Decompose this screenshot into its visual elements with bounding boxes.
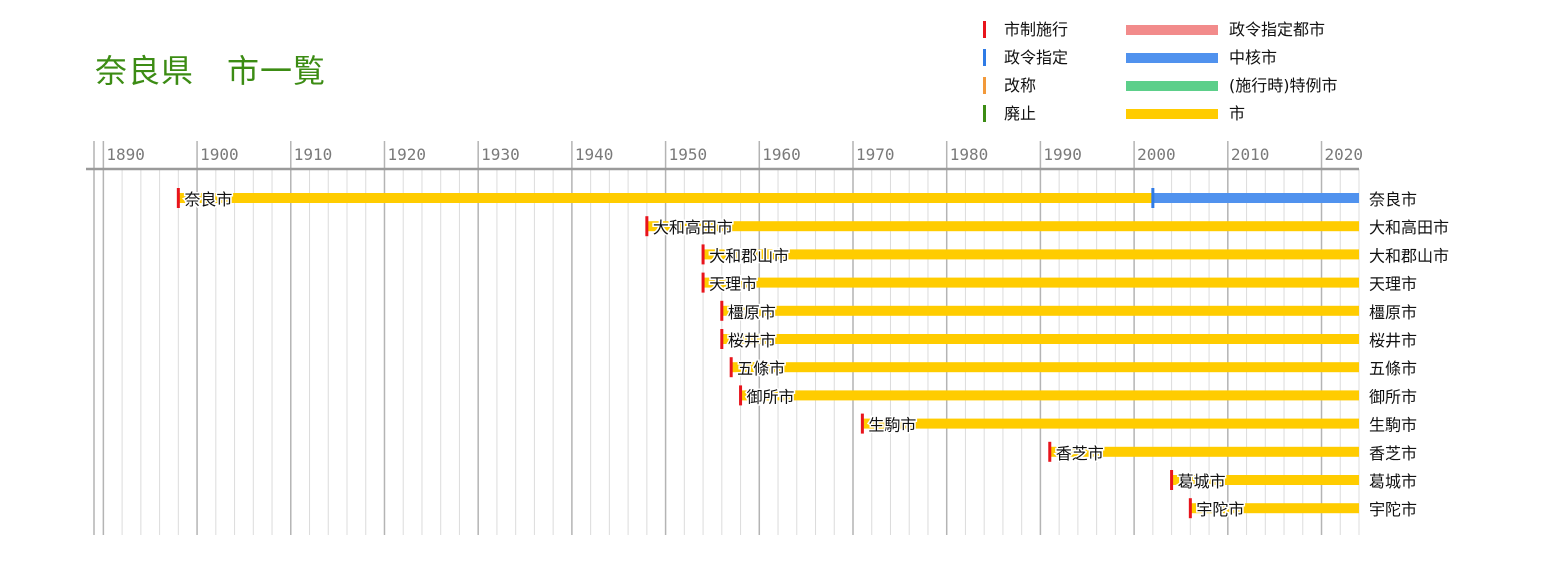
legend-bar-label: 市 <box>1229 104 1246 123</box>
legend-bar-swatch <box>1126 53 1218 63</box>
city-start-label: 五條市 <box>737 359 785 378</box>
city-end-label: 大和郡山市 <box>1369 246 1449 265</box>
legend-marker-label: 政令指定 <box>1004 48 1069 67</box>
city-end-label: 桜井市 <box>1369 331 1417 350</box>
legend-bar-label: (施行時)特例市 <box>1229 76 1338 95</box>
city-start-label: 生駒市 <box>868 416 916 435</box>
city-status-bar <box>703 249 1359 260</box>
event-marker <box>720 329 724 349</box>
city-start-label: 御所市 <box>747 387 795 406</box>
city-start-label: 天理市 <box>709 275 757 294</box>
legend-bar-swatch <box>1126 109 1218 119</box>
event-marker <box>1048 441 1052 462</box>
city-status-bar <box>1171 475 1359 485</box>
x-tick-label: 1890 <box>106 145 145 164</box>
event-marker <box>1151 188 1155 208</box>
city-end-label: 葛城市 <box>1369 472 1417 491</box>
city-start-label: 大和高田市 <box>653 218 733 237</box>
city-end-label: 香芝市 <box>1369 444 1417 463</box>
legend-marker-swatch <box>983 77 986 94</box>
city-start-label: 葛城市 <box>1178 472 1226 491</box>
city-status-bar <box>721 334 1359 344</box>
city-end-label: 生駒市 <box>1369 416 1417 435</box>
city-status-bar <box>1190 503 1359 514</box>
city-end-label: 天理市 <box>1369 275 1417 294</box>
x-tick-label: 1920 <box>387 145 426 164</box>
city-status-bar <box>740 390 1359 401</box>
event-marker <box>739 385 743 406</box>
city-status-bar <box>862 418 1359 429</box>
city-status-bar <box>1152 193 1359 203</box>
legend-bar-swatch <box>1126 81 1218 91</box>
city-start-label: 大和郡山市 <box>709 246 789 265</box>
event-marker <box>645 216 649 237</box>
city-status-bar <box>178 193 1153 203</box>
x-tick-label: 2010 <box>1231 145 1270 164</box>
city-start-label: 香芝市 <box>1056 444 1104 463</box>
x-tick-label: 1910 <box>294 145 333 164</box>
city-end-label: 御所市 <box>1369 387 1417 406</box>
legend-bar-label: 中核市 <box>1229 48 1278 67</box>
x-tick-label: 2020 <box>1325 145 1364 164</box>
city-start-label: 奈良市 <box>184 190 232 209</box>
x-tick-label: 1930 <box>481 145 520 164</box>
x-tick-label: 1950 <box>669 145 708 164</box>
legend-marker-label: 改称 <box>1004 76 1037 95</box>
city-end-label: 五條市 <box>1369 359 1417 378</box>
legend-bar-swatch <box>1126 25 1218 35</box>
x-tick-label: 1980 <box>950 145 989 164</box>
event-marker <box>720 300 724 321</box>
event-marker <box>701 244 705 265</box>
city-status-bar <box>703 277 1359 288</box>
event-marker <box>701 272 705 293</box>
chart-title: 奈良県 市一覧 <box>95 52 327 90</box>
city-status-bar <box>646 221 1359 232</box>
city-end-label: 宇陀市 <box>1369 500 1417 519</box>
event-marker <box>1170 470 1174 490</box>
legend-bar-label: 政令指定都市 <box>1229 20 1326 39</box>
x-tick-label: 1990 <box>1043 145 1082 164</box>
city-start-label: 宇陀市 <box>1196 500 1244 519</box>
city-end-label: 橿原市 <box>1369 303 1417 322</box>
city-end-label: 奈良市 <box>1369 190 1417 209</box>
event-marker <box>176 188 180 208</box>
legend-marker-label: 廃止 <box>1004 104 1037 123</box>
legend-marker-label: 市制施行 <box>1004 20 1069 39</box>
x-tick-label: 1970 <box>856 145 895 164</box>
city-end-label: 大和高田市 <box>1369 218 1449 237</box>
legend-marker-swatch <box>983 49 986 66</box>
x-tick-label: 1960 <box>762 145 801 164</box>
x-tick-label: 1900 <box>200 145 239 164</box>
event-marker <box>729 357 733 378</box>
x-tick-label: 1940 <box>575 145 614 164</box>
city-start-label: 橿原市 <box>728 303 776 322</box>
city-start-label: 桜井市 <box>728 331 776 350</box>
city-status-bar <box>721 305 1359 316</box>
legend-marker-swatch <box>983 21 986 38</box>
event-marker <box>860 413 864 434</box>
event-marker <box>1188 498 1192 519</box>
legend-marker-swatch <box>983 105 986 122</box>
city-status-bar <box>731 362 1359 373</box>
x-tick-label: 2000 <box>1137 145 1176 164</box>
city-status-bar <box>1049 446 1359 457</box>
